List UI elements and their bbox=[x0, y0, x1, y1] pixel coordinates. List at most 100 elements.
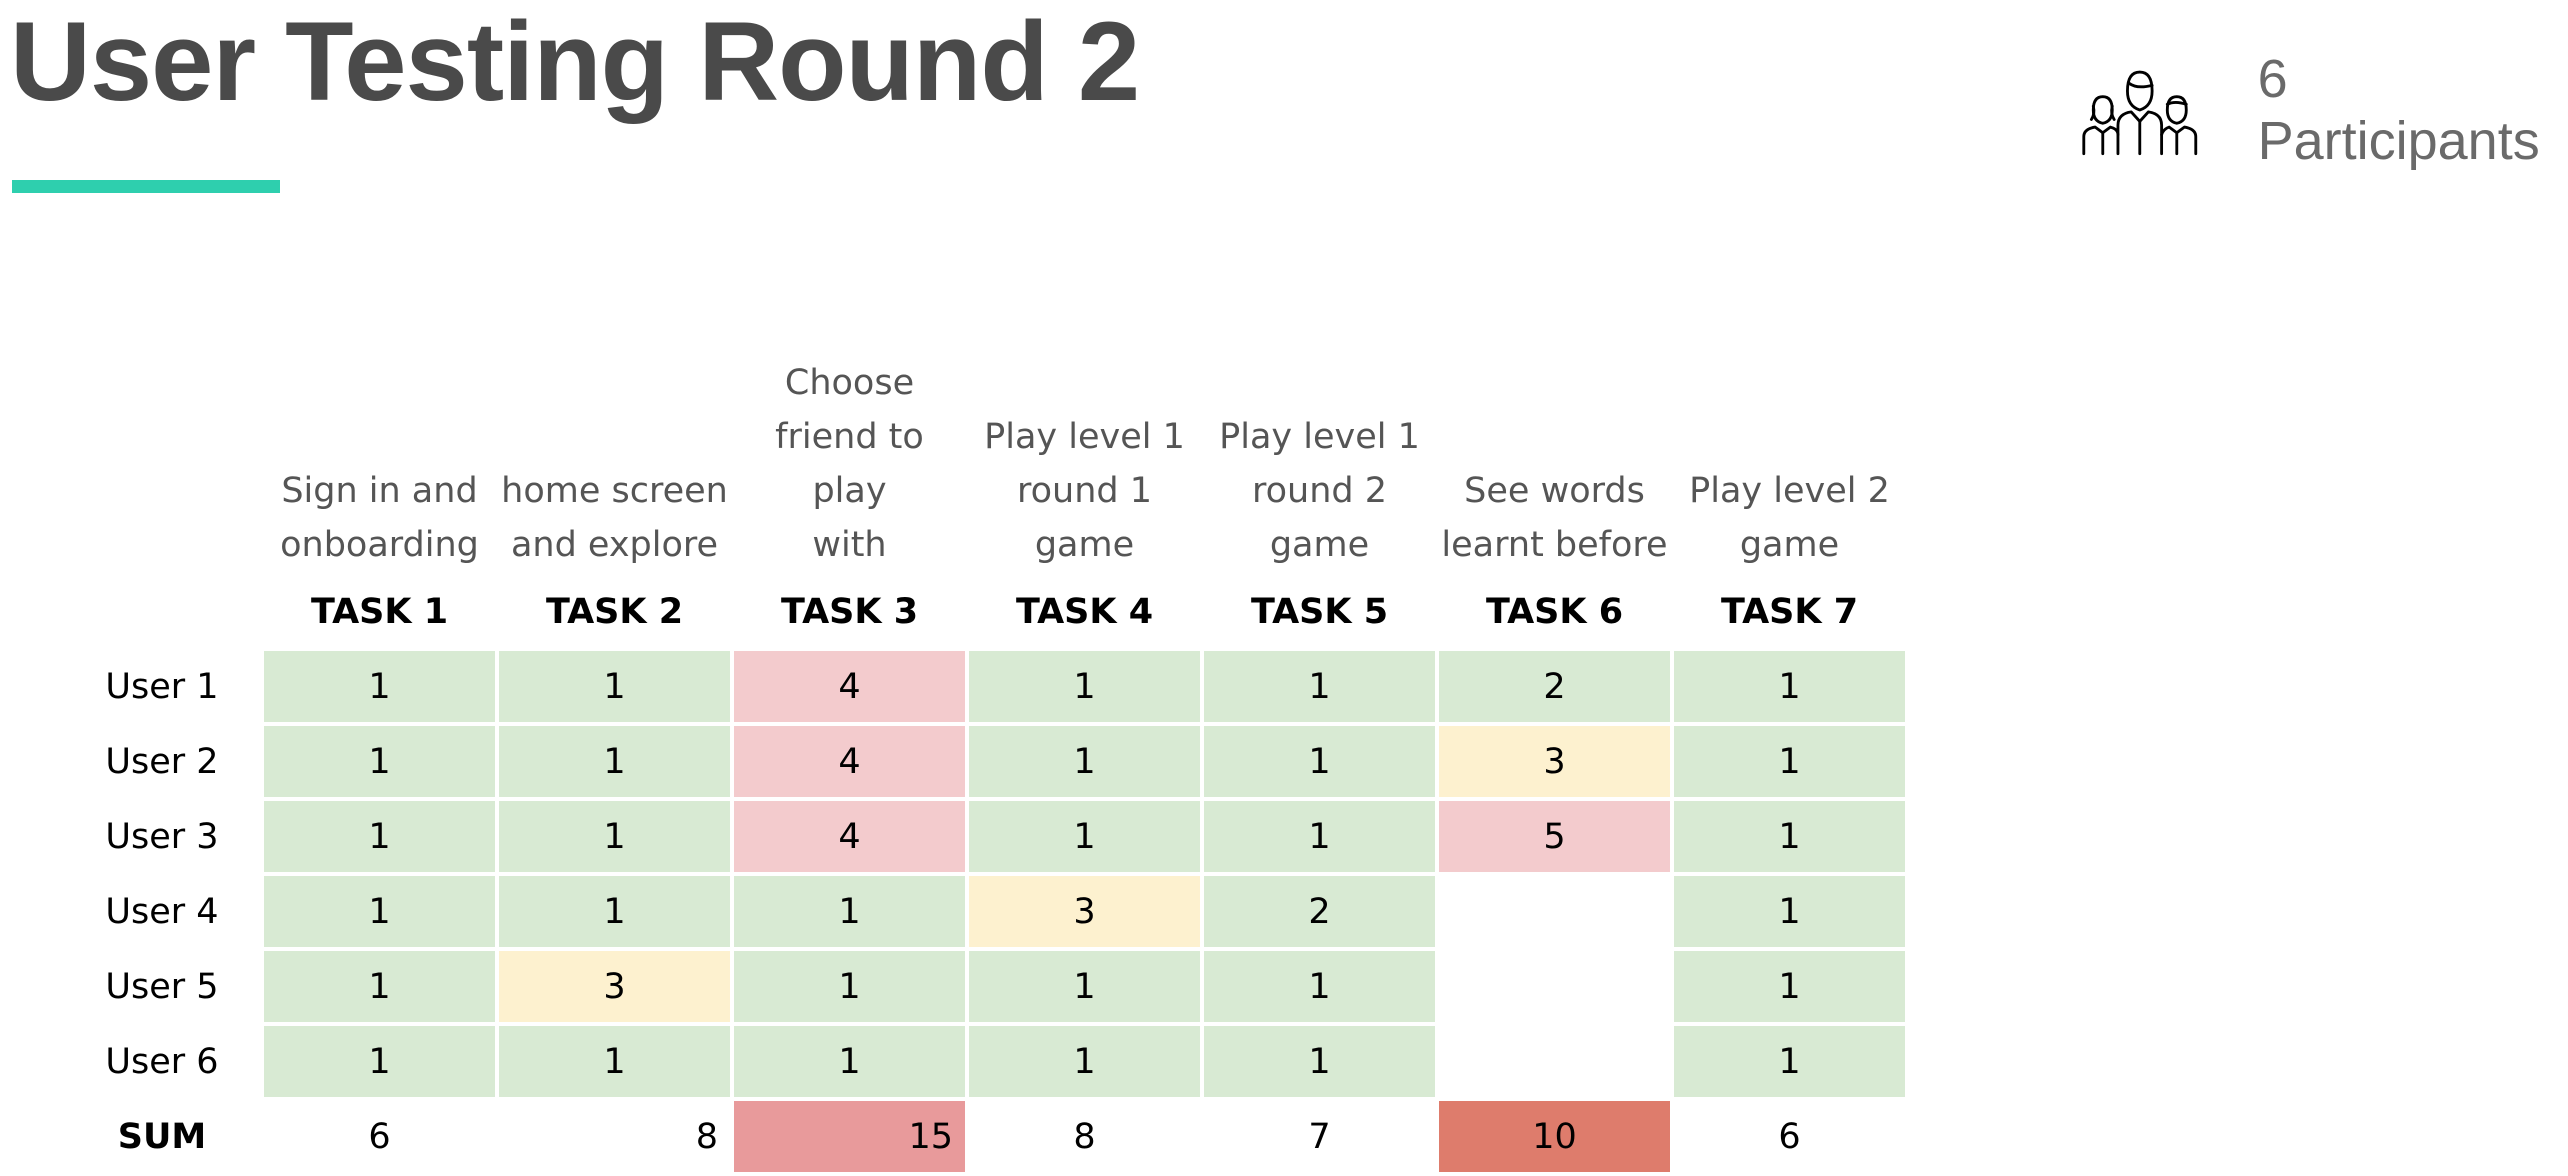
participants-summary: 6 Participants bbox=[2080, 48, 2568, 172]
participants-count: 6 Participants bbox=[2257, 49, 2540, 171]
task-description-line: game bbox=[1034, 525, 1135, 565]
score-cell: 1 bbox=[499, 726, 730, 797]
sum-cell: 10 bbox=[1439, 1101, 1670, 1172]
score-cell: 1 bbox=[499, 801, 730, 872]
task-description: Play level 1 round 2 game bbox=[1204, 356, 1435, 572]
task-description-line: game bbox=[1739, 525, 1840, 565]
task-results-table: Sign in and onboarding home screen and expl… bbox=[60, 352, 1909, 1176]
score-cell: 5 bbox=[1439, 801, 1670, 872]
task-header: TASK 2 bbox=[545, 591, 684, 632]
score-cell: 1 bbox=[499, 1026, 730, 1097]
sum-cell: 6 bbox=[1778, 1116, 1801, 1157]
score-cell bbox=[1439, 1026, 1670, 1097]
sum-cell: 6 bbox=[368, 1116, 391, 1157]
user-label: User 5 bbox=[105, 966, 219, 1007]
score-cell: 3 bbox=[1439, 726, 1670, 797]
score-cell: 1 bbox=[264, 726, 495, 797]
task-description: Play level 1 round 1 game bbox=[969, 356, 1200, 572]
task-description-line: friend to play bbox=[775, 417, 924, 511]
score-cell: 1 bbox=[1204, 1026, 1435, 1097]
score-cell bbox=[1439, 951, 1670, 1022]
score-cell: 1 bbox=[1204, 651, 1435, 722]
score-cell: 1 bbox=[264, 1026, 495, 1097]
sum-cell: 15 bbox=[734, 1101, 965, 1172]
score-cell: 1 bbox=[969, 801, 1200, 872]
score-cell: 1 bbox=[969, 726, 1200, 797]
score-cell: 1 bbox=[499, 876, 730, 947]
task-description-line: round 2 bbox=[1251, 471, 1387, 511]
score-cell: 1 bbox=[734, 1026, 965, 1097]
task-header: TASK 1 bbox=[310, 591, 449, 632]
sum-cell: 8 bbox=[1073, 1116, 1096, 1157]
score-cell bbox=[1439, 876, 1670, 947]
score-cell: 1 bbox=[264, 651, 495, 722]
user-label: User 3 bbox=[105, 816, 219, 857]
score-cell: 1 bbox=[264, 951, 495, 1022]
score-cell: 4 bbox=[734, 726, 965, 797]
task-description-line: onboarding bbox=[280, 525, 479, 565]
task-description-line: Sign in and bbox=[281, 471, 478, 511]
score-cell: 1 bbox=[264, 801, 495, 872]
title-underline bbox=[12, 180, 280, 193]
score-cell: 1 bbox=[969, 1026, 1200, 1097]
task-description-line: round 1 bbox=[1016, 471, 1152, 511]
corner-cell bbox=[64, 356, 260, 572]
score-cell: 1 bbox=[499, 651, 730, 722]
task-description: Sign in and onboarding bbox=[264, 356, 495, 572]
score-cell: 1 bbox=[1674, 876, 1905, 947]
score-cell: 1 bbox=[969, 651, 1200, 722]
task-header: TASK 6 bbox=[1485, 591, 1624, 632]
page-title: User Testing Round 2 bbox=[10, 0, 1140, 124]
score-cell: 1 bbox=[1674, 951, 1905, 1022]
score-cell: 1 bbox=[1204, 951, 1435, 1022]
task-header: TASK 3 bbox=[780, 591, 919, 632]
task-header: TASK 7 bbox=[1720, 591, 1859, 632]
user-label: User 2 bbox=[105, 741, 219, 782]
score-cell: 2 bbox=[1439, 651, 1670, 722]
sum-row: SUM 6 8 15 8 7 10 6 bbox=[64, 1101, 1905, 1172]
task-description-line: Play level 1 bbox=[1219, 417, 1420, 457]
task-description-line: Choose bbox=[784, 363, 915, 403]
sum-label: SUM bbox=[117, 1116, 207, 1157]
score-cell: 1 bbox=[1674, 1026, 1905, 1097]
score-cell: 1 bbox=[1204, 801, 1435, 872]
users-group-icon bbox=[2082, 70, 2198, 156]
task-description: Play level 2 game bbox=[1674, 356, 1905, 572]
score-cell: 1 bbox=[1674, 726, 1905, 797]
sum-cell: 7 bbox=[1308, 1116, 1331, 1157]
score-cell: 1 bbox=[264, 876, 495, 947]
task-description-line: See words bbox=[1464, 471, 1645, 511]
sum-cell: 8 bbox=[695, 1116, 718, 1157]
score-cell: 1 bbox=[1674, 801, 1905, 872]
score-cell: 4 bbox=[734, 801, 965, 872]
task-description-line: Play level 1 bbox=[984, 417, 1185, 457]
user-label: User 4 bbox=[105, 891, 219, 932]
score-cell: 1 bbox=[1674, 651, 1905, 722]
score-cell: 3 bbox=[499, 951, 730, 1022]
task-description-line: game bbox=[1269, 525, 1370, 565]
score-cell: 1 bbox=[734, 951, 965, 1022]
task-description: home screen and explore bbox=[499, 356, 730, 572]
task-description-line: Play level 2 bbox=[1689, 471, 1890, 511]
score-cell: 3 bbox=[969, 876, 1200, 947]
task-description-line: home screen bbox=[501, 471, 728, 511]
task-description-line: and explore bbox=[510, 525, 719, 565]
user-label: User 1 bbox=[105, 666, 219, 707]
score-cell: 2 bbox=[1204, 876, 1435, 947]
task-header: TASK 4 bbox=[1015, 591, 1154, 632]
corner-cell bbox=[64, 576, 260, 647]
task-description-line: with bbox=[812, 525, 887, 565]
user-label: User 6 bbox=[105, 1041, 219, 1082]
score-cell: 4 bbox=[734, 651, 965, 722]
task-header: TASK 5 bbox=[1250, 591, 1389, 632]
task-description: Choose friend to play with bbox=[734, 356, 965, 572]
score-cell: 1 bbox=[969, 951, 1200, 1022]
score-cell: 1 bbox=[1204, 726, 1435, 797]
task-description: See words learnt before bbox=[1439, 356, 1670, 572]
